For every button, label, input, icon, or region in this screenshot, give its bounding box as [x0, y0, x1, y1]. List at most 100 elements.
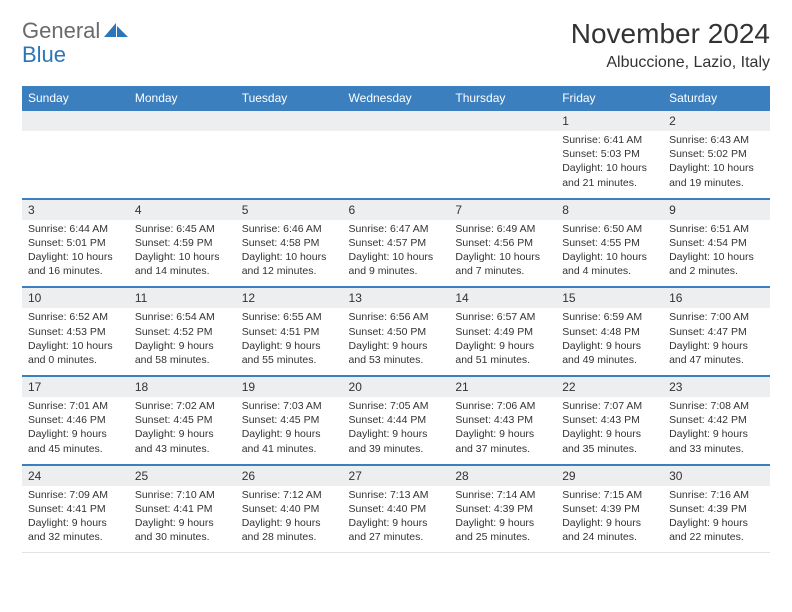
day-cell: Sunrise: 6:45 AMSunset: 4:59 PMDaylight:… — [129, 220, 236, 288]
day-line: Sunset: 4:43 PM — [562, 413, 657, 427]
day-line: Sunset: 4:46 PM — [28, 413, 123, 427]
day-line: and 51 minutes. — [455, 353, 550, 367]
day-line: Daylight: 9 hours — [349, 339, 444, 353]
day-cell — [236, 131, 343, 199]
day-line: and 37 minutes. — [455, 442, 550, 456]
day-number — [22, 110, 129, 131]
daynum-row: 3456789 — [22, 199, 770, 220]
day-number: 14 — [449, 287, 556, 308]
day-line: Sunset: 4:44 PM — [349, 413, 444, 427]
day-line: and 12 minutes. — [242, 264, 337, 278]
day-cell: Sunrise: 7:10 AMSunset: 4:41 PMDaylight:… — [129, 486, 236, 553]
day-line: and 45 minutes. — [28, 442, 123, 456]
day-line: Sunrise: 7:10 AM — [135, 488, 230, 502]
day-line: Daylight: 10 hours — [349, 250, 444, 264]
day-line: and 19 minutes. — [669, 176, 764, 190]
day-number: 18 — [129, 376, 236, 397]
day-line: Sunrise: 6:46 AM — [242, 222, 337, 236]
day-line: Sunset: 4:45 PM — [135, 413, 230, 427]
day-cell: Sunrise: 7:07 AMSunset: 4:43 PMDaylight:… — [556, 397, 663, 465]
day-cell — [343, 131, 450, 199]
day-line: and 28 minutes. — [242, 530, 337, 544]
day-line: and 16 minutes. — [28, 264, 123, 278]
day-line: Sunrise: 7:03 AM — [242, 399, 337, 413]
day-line: and 7 minutes. — [455, 264, 550, 278]
day-line: Sunrise: 7:15 AM — [562, 488, 657, 502]
calendar-page: General November 2024 Albuccione, Lazio,… — [0, 0, 792, 563]
day-number: 7 — [449, 199, 556, 220]
day-line: and 55 minutes. — [242, 353, 337, 367]
day-line: Daylight: 10 hours — [455, 250, 550, 264]
day-line: Sunrise: 6:43 AM — [669, 133, 764, 147]
day-number: 4 — [129, 199, 236, 220]
day-line: Sunset: 4:41 PM — [28, 502, 123, 516]
day-cell: Sunrise: 6:52 AMSunset: 4:53 PMDaylight:… — [22, 308, 129, 376]
month-title: November 2024 — [571, 18, 770, 50]
day-line: Sunset: 4:39 PM — [562, 502, 657, 516]
brand-logo: General — [22, 18, 128, 44]
day-header: Sunday — [22, 87, 129, 111]
day-line: Sunset: 4:53 PM — [28, 325, 123, 339]
day-number: 23 — [663, 376, 770, 397]
day-line: Sunrise: 6:55 AM — [242, 310, 337, 324]
day-line: Daylight: 9 hours — [349, 516, 444, 530]
day-line: Daylight: 10 hours — [562, 161, 657, 175]
day-line: Sunrise: 7:08 AM — [669, 399, 764, 413]
day-line: Sunset: 4:58 PM — [242, 236, 337, 250]
day-cell: Sunrise: 6:44 AMSunset: 5:01 PMDaylight:… — [22, 220, 129, 288]
day-line: Sunset: 4:55 PM — [562, 236, 657, 250]
day-content-row: Sunrise: 7:01 AMSunset: 4:46 PMDaylight:… — [22, 397, 770, 465]
day-number: 2 — [663, 110, 770, 131]
day-content-row: Sunrise: 6:52 AMSunset: 4:53 PMDaylight:… — [22, 308, 770, 376]
daynum-row: 12 — [22, 110, 770, 131]
day-line: Sunrise: 7:13 AM — [349, 488, 444, 502]
day-line: Sunrise: 7:02 AM — [135, 399, 230, 413]
location-label: Albuccione, Lazio, Italy — [571, 54, 770, 72]
day-cell: Sunrise: 7:06 AMSunset: 4:43 PMDaylight:… — [449, 397, 556, 465]
day-number: 12 — [236, 287, 343, 308]
day-number: 10 — [22, 287, 129, 308]
day-line: Sunset: 4:57 PM — [349, 236, 444, 250]
day-line: and 27 minutes. — [349, 530, 444, 544]
day-number: 6 — [343, 199, 450, 220]
day-line: Sunrise: 7:16 AM — [669, 488, 764, 502]
day-line: Daylight: 9 hours — [455, 427, 550, 441]
day-line: and 30 minutes. — [135, 530, 230, 544]
day-line: and 25 minutes. — [455, 530, 550, 544]
day-header: Thursday — [449, 87, 556, 111]
day-number: 27 — [343, 465, 450, 486]
day-line: Sunset: 4:39 PM — [455, 502, 550, 516]
day-line: and 58 minutes. — [135, 353, 230, 367]
day-line: Sunset: 4:40 PM — [349, 502, 444, 516]
day-number: 26 — [236, 465, 343, 486]
day-line: Sunrise: 7:12 AM — [242, 488, 337, 502]
day-cell: Sunrise: 7:14 AMSunset: 4:39 PMDaylight:… — [449, 486, 556, 553]
day-number: 15 — [556, 287, 663, 308]
day-line: Sunset: 4:51 PM — [242, 325, 337, 339]
day-number: 28 — [449, 465, 556, 486]
day-header: Monday — [129, 87, 236, 111]
day-number: 16 — [663, 287, 770, 308]
daynum-row: 17181920212223 — [22, 376, 770, 397]
day-number: 17 — [22, 376, 129, 397]
daynum-row: 24252627282930 — [22, 465, 770, 486]
day-cell: Sunrise: 7:16 AMSunset: 4:39 PMDaylight:… — [663, 486, 770, 553]
day-line: Sunrise: 6:49 AM — [455, 222, 550, 236]
day-line: Daylight: 9 hours — [455, 516, 550, 530]
day-number: 19 — [236, 376, 343, 397]
day-line: Sunset: 5:01 PM — [28, 236, 123, 250]
day-line: Sunset: 4:43 PM — [455, 413, 550, 427]
day-cell: Sunrise: 7:13 AMSunset: 4:40 PMDaylight:… — [343, 486, 450, 553]
calendar-body: 12 Sunrise: 6:41 AMSunset: 5:03 PMDaylig… — [22, 110, 770, 553]
day-cell: Sunrise: 6:51 AMSunset: 4:54 PMDaylight:… — [663, 220, 770, 288]
day-line: Daylight: 10 hours — [28, 339, 123, 353]
day-line: Daylight: 10 hours — [242, 250, 337, 264]
day-line: Daylight: 9 hours — [242, 339, 337, 353]
day-line: and 24 minutes. — [562, 530, 657, 544]
day-line: Daylight: 9 hours — [135, 339, 230, 353]
day-cell: Sunrise: 6:43 AMSunset: 5:02 PMDaylight:… — [663, 131, 770, 199]
day-line: Sunrise: 7:07 AM — [562, 399, 657, 413]
day-number: 9 — [663, 199, 770, 220]
day-line: Sunset: 4:59 PM — [135, 236, 230, 250]
day-cell: Sunrise: 6:55 AMSunset: 4:51 PMDaylight:… — [236, 308, 343, 376]
